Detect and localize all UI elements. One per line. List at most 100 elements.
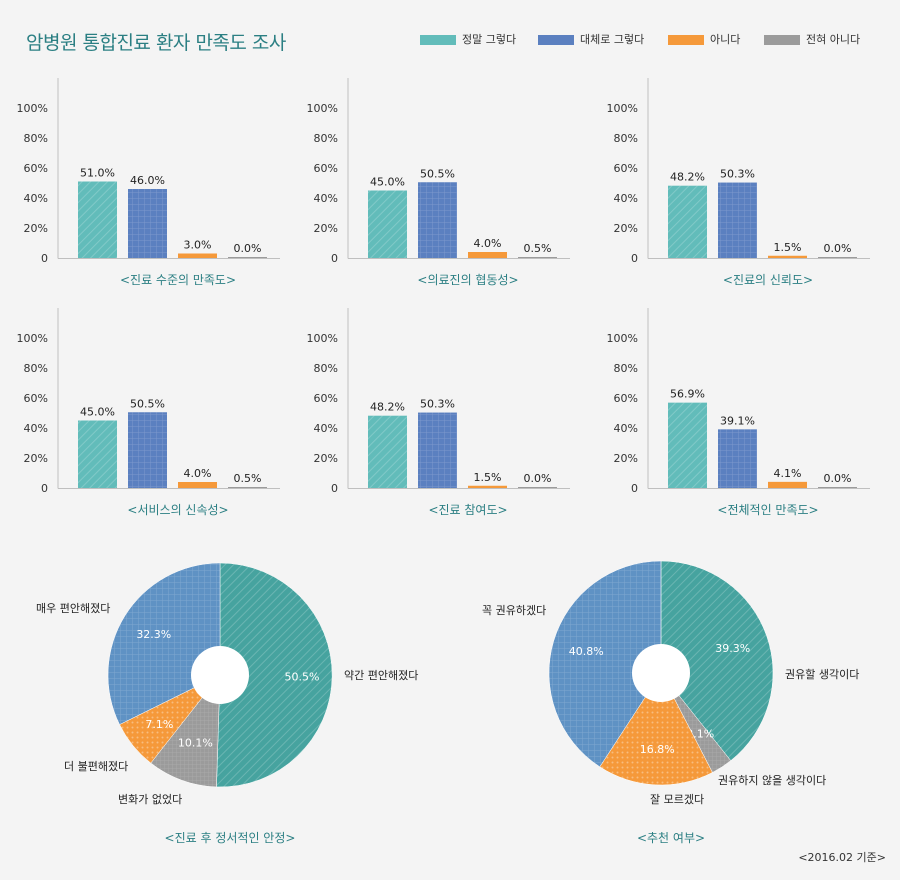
legend-label: 정말 그렇다 (462, 33, 517, 46)
pie-value-label: 50.5% (285, 670, 320, 683)
bar-value-label: 0.5% (524, 242, 552, 255)
y-tick-label: 60% (614, 162, 638, 175)
bar-chart-2: 0 20% 40% 60% 80% 100% 45.0% 50.5% 4.0% 0.5% <의료진의… (307, 78, 570, 287)
bar-value-label: 45.0% (80, 406, 115, 419)
pie-value-label: 39.3% (715, 642, 750, 655)
pie-slice-texture (216, 562, 333, 787)
y-tick-label: 60% (314, 392, 338, 405)
pie-value-label: 10.1% (178, 737, 213, 750)
y-tick-label: 80% (24, 132, 48, 145)
legend-label: 아니다 (710, 33, 741, 46)
y-tick-label: 60% (614, 392, 638, 405)
bar-value-label: 48.2% (670, 171, 705, 184)
bar-texture (128, 412, 167, 488)
bar-chart-title: <진료 수준의 만족도> (120, 273, 236, 287)
bar-chart-title: <진료의 신뢰도> (723, 273, 813, 287)
pie-slice-label: 꼭 권유하겠다 (482, 603, 546, 617)
bar-texture (718, 429, 757, 488)
bar (228, 487, 267, 488)
pie-slice-texture (549, 561, 661, 767)
y-tick-label: 100% (17, 102, 48, 115)
y-tick-label: 40% (24, 422, 48, 435)
bar-value-label: 0.0% (524, 472, 552, 485)
bar-chart-6: 0 20% 40% 60% 80% 100% 56.9% 39.1% 4.1% 0.0% <전체적인… (607, 308, 870, 517)
bar (768, 481, 807, 488)
y-tick-label: 60% (24, 392, 48, 405)
bar-value-label: 1.5% (774, 241, 802, 254)
pie-slice-label: 권유할 생각이다 (785, 668, 859, 681)
legend-swatch (668, 35, 704, 45)
y-tick-label: 0 (41, 252, 48, 265)
bar-value-label: 0.5% (234, 472, 262, 485)
y-tick-label: 100% (307, 332, 338, 345)
legend: 정말 그렇다 대체로 그렇다 아니다 전혀 아니다 (420, 32, 880, 48)
y-tick-label: 20% (614, 452, 638, 465)
bar (518, 257, 557, 258)
bar (178, 482, 217, 488)
bar-chart-title: <전체적인 만족도> (717, 503, 818, 517)
pie-slice-label: 잘 모르겠다 (650, 793, 704, 806)
bar-value-label: 0.0% (234, 242, 262, 255)
y-tick-label: 0 (331, 482, 338, 495)
pie-value-label: 16.8% (640, 743, 675, 756)
bar-value-label: 1.5% (474, 471, 502, 484)
bar-value-label: 51.0% (80, 167, 115, 180)
y-tick-label: 40% (24, 192, 48, 205)
bar-texture (718, 182, 757, 258)
y-tick-label: 100% (307, 102, 338, 115)
pie-chart-title: <추천 여부> (637, 830, 705, 845)
y-tick-label: 40% (314, 422, 338, 435)
pie-value-label: 32.3% (136, 628, 171, 641)
pie-center-hole (632, 644, 690, 702)
bar-chart-1: 0 20% 40% 60% 80% 100% 51.0% 46.0% 3.0% 0.0% <진료 수… (17, 78, 280, 287)
bar-value-label: 48.2% (370, 401, 405, 414)
bar (178, 253, 217, 258)
y-tick-label: 60% (24, 162, 48, 175)
pie-slice-texture (150, 675, 220, 787)
y-tick-label: 80% (24, 362, 48, 375)
bar-texture (668, 185, 707, 258)
bar (228, 257, 267, 258)
bar-value-label: 39.1% (720, 414, 755, 427)
pie-slice-texture (599, 673, 713, 785)
pie-value-label: 7.1% (145, 718, 173, 731)
bar-texture (368, 190, 407, 258)
pie-slice-texture (119, 675, 220, 764)
y-tick-label: 0 (631, 252, 638, 265)
y-tick-label: 0 (631, 482, 638, 495)
y-tick-label: 40% (614, 422, 638, 435)
bar-value-label: 50.5% (420, 167, 455, 180)
bar (468, 252, 507, 258)
bar-value-label: 3.0% (184, 239, 212, 252)
legend-swatch (538, 35, 574, 45)
pie-slice-texture (108, 563, 220, 725)
pie-slice-label: 매우 편안해졌다 (36, 601, 110, 615)
legend-label: 대체로 그렇다 (580, 33, 645, 46)
pie-center-hole (191, 646, 249, 704)
bar-chart-title: <서비스의 신속성> (127, 503, 228, 517)
pie-slice-texture (661, 561, 774, 761)
y-tick-label: 100% (17, 332, 48, 345)
y-tick-label: 0 (41, 482, 48, 495)
bar (768, 255, 807, 258)
bar-value-label: 50.3% (720, 168, 755, 181)
bar-value-label: 0.0% (824, 242, 852, 255)
bar (818, 487, 857, 488)
bar-value-label: 4.1% (774, 467, 802, 480)
bar-chart-3: 0 20% 40% 60% 80% 100% 48.2% 50.3% 1.5% 0.0% <진료의 … (607, 78, 870, 287)
y-tick-label: 20% (614, 222, 638, 235)
pie-value-label: 40.8% (569, 645, 604, 658)
bar-value-label: 50.5% (130, 397, 165, 410)
bar-texture (78, 420, 117, 488)
y-tick-label: 100% (607, 102, 638, 115)
bar-chart-4: 0 20% 40% 60% 80% 100% 45.0% 50.5% 4.0% 0.5% <서비스의… (17, 308, 280, 517)
bar-texture (418, 182, 457, 258)
pie-slice-label: 약간 편안해졌다 (344, 668, 418, 682)
bar (468, 485, 507, 488)
bar-chart-5: 0 20% 40% 60% 80% 100% 48.2% 50.3% 1.5% 0.0% <진료 참… (307, 308, 570, 517)
y-tick-label: 0 (331, 252, 338, 265)
bar-texture (418, 412, 457, 488)
